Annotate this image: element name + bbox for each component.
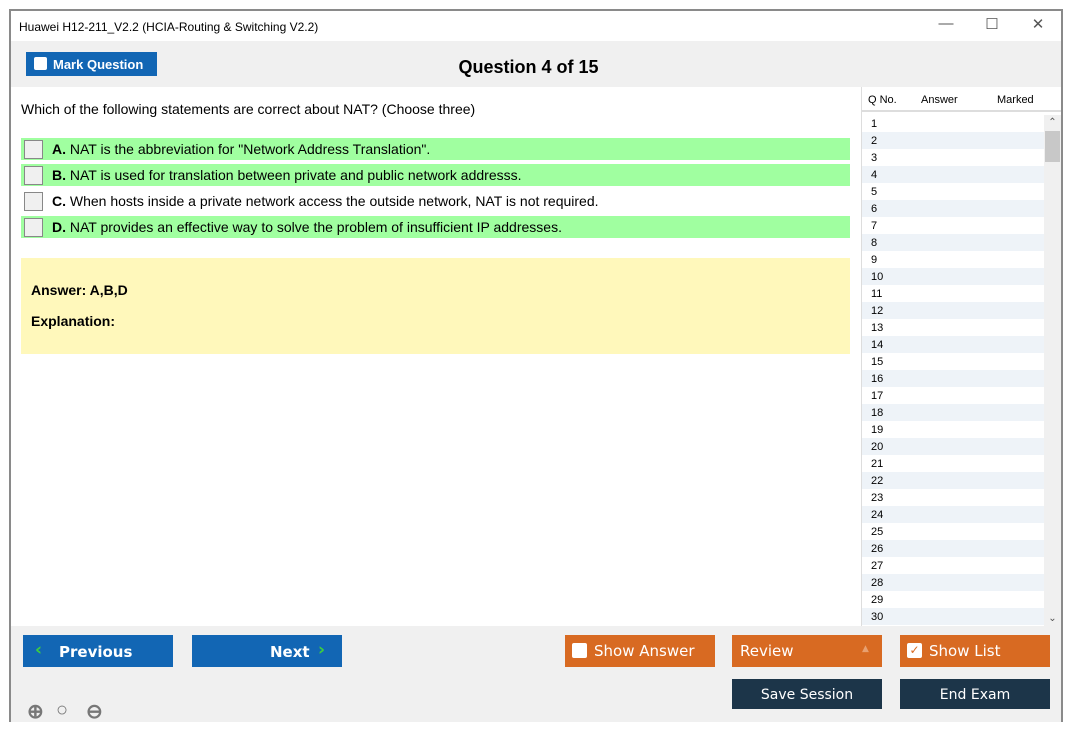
checkbox-icon [34, 57, 47, 70]
mark-question-label: Mark Question [53, 57, 144, 72]
list-row[interactable]: 18 [862, 404, 1044, 421]
scroll-down-icon[interactable]: ⌄ [1048, 613, 1057, 624]
show-answer-label: Show Answer [594, 642, 695, 660]
previous-label: Previous [59, 643, 133, 661]
list-row[interactable]: 2 [862, 132, 1044, 149]
next-label: Next [270, 643, 310, 661]
option-text: When hosts inside a private network acce… [69, 193, 599, 209]
list-row[interactable]: 4 [862, 166, 1044, 183]
maximize-button[interactable]: ☐ [985, 16, 999, 33]
list-row[interactable]: 10 [862, 268, 1044, 285]
list-row[interactable]: 26 [862, 540, 1044, 557]
list-row[interactable]: 27 [871, 560, 884, 572]
title-bar: Huawei H12-211_V2.2 (HCIA-Routing & Swit… [11, 11, 1061, 41]
question-counter: Question 4 of 15 [458, 57, 599, 77]
answer-option[interactable]: D. NAT provides an effective way to solv… [21, 216, 850, 238]
list-row[interactable]: 12 [862, 302, 1044, 319]
answer-option[interactable]: B. NAT is used for translation between p… [21, 164, 850, 186]
chevron-left-icon: ‹ [35, 640, 43, 660]
question-text: Which of the following statements are co… [21, 101, 476, 117]
next-button[interactable]: Next › [192, 635, 342, 667]
question-panel: Which of the following statements are co… [11, 87, 861, 626]
list-header: Q No. Answer Marked [862, 87, 1061, 112]
list-row[interactable]: 11 [871, 288, 883, 300]
list-row[interactable]: 3 [871, 152, 878, 164]
option-letter: D. [52, 219, 66, 235]
zoom-in-icon[interactable]: ⊕ [27, 701, 44, 723]
option-text: NAT is the abbreviation for "Network Add… [69, 141, 431, 157]
list-row[interactable]: 30 [862, 608, 1044, 625]
option-checkbox[interactable] [24, 140, 43, 159]
list-row[interactable]: 5 [871, 186, 878, 198]
option-letter: A. [52, 141, 66, 157]
previous-button[interactable]: ‹ Previous [23, 635, 173, 667]
close-button[interactable]: ✕ [1031, 16, 1045, 33]
list-row[interactable]: 7 [871, 220, 878, 232]
option-checkbox[interactable] [24, 166, 43, 185]
list-row[interactable]: 16 [862, 370, 1044, 387]
chevron-right-icon: › [318, 640, 326, 660]
list-row[interactable]: 21 [871, 458, 884, 470]
bottom-bar: ‹ Previous Next › Show Answer Review ▲ ✓… [11, 626, 1061, 723]
question-list: Q No. Answer Marked 1 2 3 4 5 6 7 8 9 10 11 12 13 14 1… [861, 87, 1061, 626]
list-row[interactable]: 28 [862, 574, 1044, 591]
scroll-up-icon[interactable]: ⌃ [1048, 117, 1057, 128]
list-row[interactable]: 25 [871, 526, 884, 538]
explanation-label: Explanation: [31, 313, 116, 329]
header-answer: Answer [921, 94, 958, 106]
option-text: NAT provides an effective way to solve t… [69, 219, 562, 235]
toolbar: Mark Question Question 4 of 15 [11, 41, 1061, 87]
review-label: Review [740, 642, 794, 660]
show-list-label: Show List [929, 642, 1001, 660]
list-row[interactable]: 20 [862, 438, 1044, 455]
mark-question-button[interactable]: Mark Question [26, 52, 157, 76]
option-checkbox[interactable] [24, 218, 43, 237]
checkbox-icon: ✓ [907, 643, 922, 658]
list-row[interactable]: 22 [862, 472, 1044, 489]
list-row[interactable]: 15 [871, 356, 884, 368]
answer-box: Answer: A,B,D Explanation: [21, 258, 850, 354]
header-qno: Q No. [868, 94, 897, 106]
list-row[interactable]: 19 [871, 424, 884, 436]
scrollbar[interactable]: ⌃ ⌄ [1044, 115, 1061, 626]
list-row[interactable]: 8 [862, 234, 1044, 251]
option-checkbox[interactable] [24, 192, 43, 211]
show-answer-button[interactable]: Show Answer [565, 635, 715, 667]
list-row[interactable]: 29 [871, 594, 884, 606]
option-text: NAT is used for translation between priv… [69, 167, 522, 183]
save-session-button[interactable]: Save Session [732, 679, 882, 709]
show-list-button[interactable]: ✓ Show List [900, 635, 1050, 667]
option-letter: C. [52, 193, 66, 209]
list-row[interactable]: 9 [871, 254, 878, 266]
list-row[interactable]: 24 [862, 506, 1044, 523]
answer-option[interactable]: C. When hosts inside a private network a… [21, 190, 850, 212]
window-title: Huawei H12-211_V2.2 (HCIA-Routing & Swit… [19, 20, 319, 34]
scroll-thumb[interactable] [1045, 131, 1060, 162]
review-dropdown[interactable]: Review ▲ [732, 635, 882, 667]
zoom-reset-icon[interactable]: ○ [56, 699, 69, 721]
caret-up-icon: ▲ [862, 644, 869, 654]
zoom-out-icon[interactable]: ⊖ [86, 701, 103, 723]
list-row[interactable]: 23 [871, 492, 884, 504]
answer-option[interactable]: A. NAT is the abbreviation for "Network … [21, 138, 850, 160]
app-window: Huawei H12-211_V2.2 (HCIA-Routing & Swit… [9, 9, 1063, 723]
answer-text: Answer: A,B,D [31, 282, 128, 298]
end-exam-button[interactable]: End Exam [900, 679, 1050, 709]
list-row[interactable]: 6 [862, 200, 1044, 217]
list-row[interactable]: 13 [871, 322, 884, 334]
list-row[interactable]: 17 [871, 390, 884, 402]
list-row[interactable]: 1 [871, 118, 878, 130]
minimize-button[interactable]: — [938, 15, 954, 32]
checkbox-icon [572, 643, 587, 658]
list-row[interactable]: 14 [862, 336, 1044, 353]
header-marked: Marked [997, 94, 1034, 106]
option-letter: B. [52, 167, 66, 183]
